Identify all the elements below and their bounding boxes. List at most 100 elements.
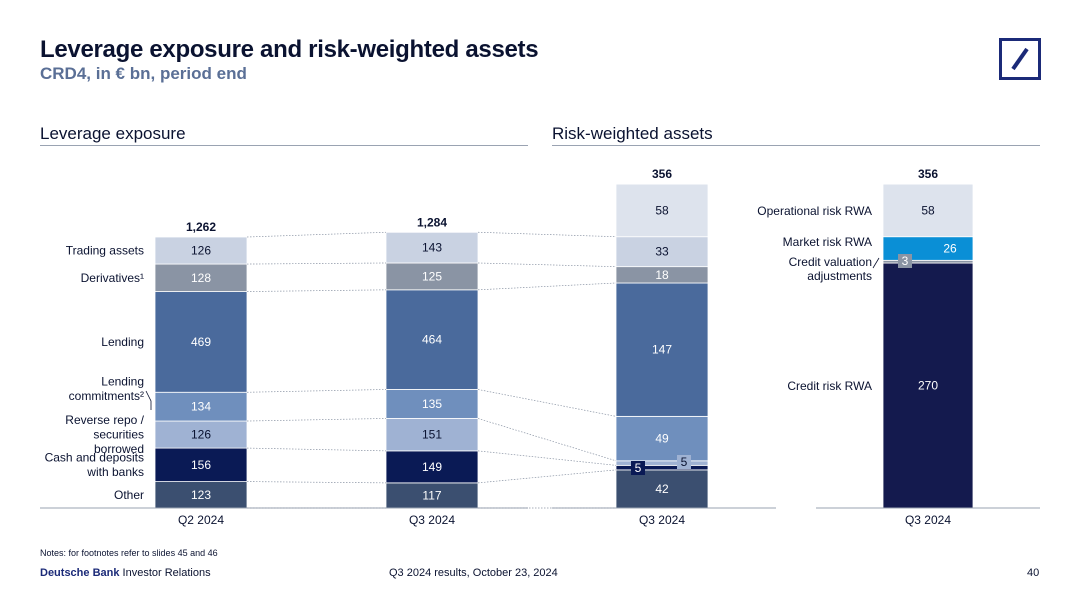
- leverage-connector: [246, 418, 387, 422]
- leverage-segment-label: 126: [191, 428, 211, 442]
- leverage-category-label: Q2 2024: [178, 513, 224, 527]
- leverage-total-label: 1,262: [186, 220, 216, 234]
- rwa-small-label-box: [677, 455, 691, 469]
- leverage-series-label: commitments²: [69, 389, 144, 403]
- risk-type-category-label: Q3 2024: [905, 513, 951, 527]
- rwa-connector: [477, 282, 617, 291]
- page-number: 40: [1027, 567, 1040, 579]
- risk-type-total-label: 356: [918, 167, 938, 181]
- leverage-bar-segment: [385, 262, 479, 291]
- footer-event: Q3 2024 results, October 23, 2024: [389, 567, 558, 579]
- footer-brand-bold: Deutsche Bank: [40, 567, 120, 579]
- leverage-bar-segment: [154, 481, 248, 509]
- rwa-bar-segment: [615, 464, 709, 471]
- leverage-bar-segment: [154, 420, 248, 449]
- leverage-connector: [246, 262, 387, 265]
- leverage-bar-segment: [154, 391, 248, 422]
- risk-type-segment-label: 26: [943, 242, 957, 256]
- rwa-segment-label: 5: [635, 461, 642, 475]
- rwa-segment-label: 42: [655, 482, 669, 496]
- rwa-total-label: 356: [652, 167, 672, 181]
- leverage-connector: [246, 481, 387, 484]
- leverage-bar-segment: [154, 236, 248, 265]
- leverage-bar-segment: [385, 482, 479, 509]
- leverage-connector: [246, 289, 387, 292]
- leverage-segment-label: 151: [422, 428, 442, 442]
- rwa-connector: [477, 262, 617, 268]
- risk-type-bar-segment: [882, 236, 974, 261]
- leverage-section-rule: [40, 145, 528, 146]
- leverage-connector: [246, 231, 387, 238]
- deutsche-bank-logo: [999, 38, 1041, 80]
- rwa-bar-segment: [615, 415, 709, 462]
- leverage-series-label: Cash and deposits: [45, 451, 144, 465]
- cva-label-box: [898, 254, 912, 268]
- leverage-bar-segment: [154, 447, 248, 482]
- risk-type-name: Operational risk RWA: [757, 204, 872, 218]
- risk-type-segment-label: 3: [902, 254, 909, 268]
- risk-type-name: Credit risk RWA: [787, 379, 872, 393]
- risk-type-name: adjustments: [807, 269, 872, 283]
- leverage-bar-segment: [385, 418, 479, 452]
- footer-brand-rest: Investor Relations: [119, 567, 211, 579]
- rwa-segment-label: 147: [652, 343, 672, 357]
- leverage-bar-segment: [385, 289, 479, 390]
- rwa-connector: [477, 231, 617, 238]
- leverage-segment-label: 143: [422, 241, 442, 255]
- leverage-series-label: Other: [114, 488, 144, 502]
- rwa-section-rule: [552, 145, 1040, 146]
- rwa-segment-label: 18: [655, 268, 669, 282]
- leverage-connector: [246, 447, 387, 452]
- rwa-bar-segment: [615, 469, 709, 509]
- rwa-bar-segment: [615, 460, 709, 466]
- leverage-segment-label: 135: [422, 397, 442, 411]
- rwa-bar-segment: [615, 282, 709, 417]
- leverage-bar-segment: [385, 231, 479, 264]
- footnote-text: Notes: for footnotes refer to slides 45 …: [40, 548, 218, 558]
- leverage-bar-segment: [385, 450, 479, 484]
- leverage-segment-label: 117: [422, 488, 441, 502]
- leverage-series-label: Lending: [101, 335, 144, 349]
- lending-commitments-bracket: [145, 390, 152, 410]
- leverage-bar-segment: [154, 291, 248, 393]
- leverage-segment-label: 126: [191, 244, 211, 258]
- rwa-segment-label: 49: [655, 432, 669, 446]
- leverage-connector: [246, 389, 387, 393]
- rwa-segment-label: 33: [655, 245, 669, 259]
- leverage-series-label: securities: [93, 428, 144, 442]
- rwa-small-label-box: [631, 461, 645, 475]
- leverage-series-label: Reverse repo /: [65, 413, 144, 427]
- leverage-series-label: Trading assets: [66, 244, 144, 258]
- leverage-segment-label: 469: [191, 335, 211, 349]
- rwa-connector: [477, 389, 617, 417]
- leverage-section-title: Leverage exposure: [40, 124, 186, 143]
- rwa-section-title: Risk-weighted assets: [552, 124, 713, 143]
- rwa-segment-label: 5: [681, 455, 688, 469]
- leverage-segment-label: 149: [422, 460, 442, 474]
- rwa-bar-segment: [615, 183, 709, 238]
- risk-type-segment-label: 58: [921, 203, 935, 217]
- risk-type-bar-segment: [882, 262, 974, 509]
- leverage-segment-label: 128: [191, 271, 211, 285]
- leverage-bar-segment: [385, 389, 479, 419]
- page-subtitle: CRD4, in € bn, period end: [40, 64, 247, 83]
- leverage-segment-label: 156: [191, 458, 211, 472]
- risk-type-name: Market risk RWA: [783, 235, 872, 249]
- leverage-series-label: borrowed: [94, 442, 144, 456]
- leverage-bar-segment: [154, 263, 248, 292]
- leverage-segment-label: 464: [422, 333, 442, 347]
- page-title: Leverage exposure and risk-weighted asse…: [40, 36, 539, 63]
- leverage-series-label: Derivatives¹: [81, 271, 144, 285]
- leverage-segment-label: 125: [422, 269, 442, 283]
- risk-type-bar-segment: [882, 259, 974, 264]
- risk-type-name: Credit valuation: [789, 255, 872, 269]
- leverage-segment-label: 123: [191, 488, 211, 502]
- rwa-connector: [477, 418, 617, 462]
- rwa-bar-segment: [615, 236, 709, 268]
- cva-pointer-line: [872, 257, 880, 269]
- leverage-series-label: Lending: [101, 375, 144, 389]
- rwa-segment-label: 58: [655, 203, 669, 217]
- rwa-connector: [477, 450, 617, 466]
- rwa-connector: [477, 469, 617, 484]
